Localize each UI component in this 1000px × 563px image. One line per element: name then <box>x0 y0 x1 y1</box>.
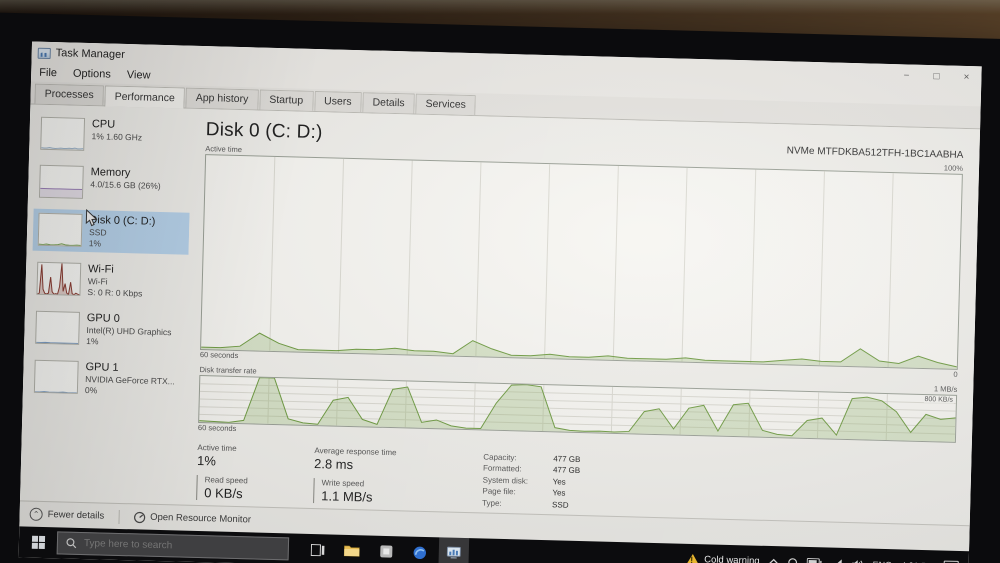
search-icon <box>66 538 77 549</box>
task-manager-window: Task Manager − □ × File Options View Pro… <box>19 41 982 552</box>
sidebar-item-sub: 1% 1.60 GHz <box>91 131 143 143</box>
laptop-screen: Task Manager − □ × File Options View Pro… <box>18 41 982 563</box>
sidebar-item-gpu0[interactable]: GPU 0 Intel(R) UHD Graphics 1% <box>30 307 187 353</box>
active-time-x-left: 60 seconds <box>199 350 239 361</box>
sidebar-item-disk0[interactable]: Disk 0 (C: D:) SSD 1% <box>32 208 190 255</box>
search-input[interactable] <box>83 538 255 554</box>
wifi-thumbnail-chart <box>36 261 82 296</box>
app-button-gray[interactable] <box>370 536 401 563</box>
active-time-chart-label: Active time <box>205 144 243 155</box>
sidebar-item-sub: Intel(R) UHD Graphics <box>86 325 172 338</box>
tab-startup[interactable]: Startup <box>259 89 314 111</box>
disk-detail-panel: Disk 0 (C: D:) NVMe MTFDKBA512TFH-1BC1AA… <box>182 109 980 525</box>
blue-app-icon <box>413 546 427 559</box>
disk-thumbnail-chart <box>37 212 83 247</box>
tab-performance[interactable]: Performance <box>104 85 186 109</box>
windows-logo-icon <box>31 535 45 550</box>
resource-monitor-icon <box>133 511 145 523</box>
network-wifi-icon[interactable] <box>830 558 842 563</box>
task-view-button[interactable] <box>302 534 333 563</box>
sidebar-item-wifi[interactable]: Wi-Fi Wi-Fi S: 0 R: 0 Kbps <box>31 258 188 304</box>
open-resource-monitor-link[interactable]: Open Resource Monitor <box>133 511 251 526</box>
disk-transfer-rate-chart[interactable]: 800 KB/s <box>198 375 958 443</box>
tab-services[interactable]: Services <box>415 93 477 116</box>
window-title: Task Manager <box>55 47 125 61</box>
task-view-icon <box>310 543 325 556</box>
page-title: Disk 0 (C: D:) <box>205 119 323 144</box>
task-manager-icon <box>446 546 461 559</box>
tab-app-history[interactable]: App history <box>185 87 259 110</box>
tab-users[interactable]: Users <box>313 90 362 113</box>
transfer-rate-x-left: 60 seconds <box>197 423 237 434</box>
sidebar-item-memory[interactable]: Memory 4.0/15.6 GB (26%) <box>34 161 191 206</box>
memory-thumbnail-chart <box>38 164 84 199</box>
cpu-thumbnail-chart <box>40 116 86 151</box>
stat-write-speed: Write speed 1.1 MB/s <box>313 478 449 507</box>
stat-average-response-time: Average response time 2.8 ms <box>313 446 397 473</box>
tab-details[interactable]: Details <box>362 92 415 114</box>
sidebar-item-sub: 4.0/15.6 GB (26%) <box>90 179 161 191</box>
tray-circle-icon[interactable] <box>788 557 798 563</box>
fewer-details-button[interactable]: ⌃ Fewer details <box>29 507 105 523</box>
task-manager-taskbar-button[interactable] <box>438 537 470 563</box>
sidebar-item-sub: 1% <box>88 237 102 248</box>
laptop-bezel: Task Manager − □ × File Options View Pro… <box>0 12 1000 563</box>
mouse-cursor <box>85 208 98 227</box>
minimize-button[interactable]: − <box>903 69 910 81</box>
battery-icon[interactable] <box>806 558 822 563</box>
file-explorer-icon <box>343 545 360 557</box>
notification-cold-warning[interactable]: Cold warning <box>685 553 760 563</box>
transfer-rate-scale-max: 1 MB/s <box>933 384 958 394</box>
sidebar-item-title: CPU <box>91 118 116 131</box>
sidebar-item-sub: S: 0 R: 0 Kbps <box>87 286 143 298</box>
windows-taskbar: Cold warning <box>18 526 970 563</box>
transfer-rate-scale-inner: 800 KB/s <box>923 395 955 404</box>
footer-divider <box>117 509 120 524</box>
task-manager-app-icon <box>37 47 51 59</box>
tray-chevron-up-icon[interactable] <box>769 558 779 563</box>
stat-read-speed: Read speed 0 KB/s <box>196 474 302 503</box>
warning-triangle-icon <box>685 553 700 563</box>
tab-processes[interactable]: Processes <box>34 83 104 106</box>
stat-active-time: Active time 1% <box>196 442 237 469</box>
sidebar-item-cpu[interactable]: CPU 1% 1.60 GHz <box>35 113 192 158</box>
chevron-up-icon: ⌃ <box>29 507 43 521</box>
active-time-chart[interactable] <box>200 154 963 370</box>
gpu0-thumbnail-chart <box>35 310 80 345</box>
taskbar-search[interactable] <box>56 531 290 561</box>
start-button[interactable] <box>19 526 58 558</box>
performance-sidebar: CPU 1% 1.60 GHz Memory 4.0/15.6 GB (26%) <box>20 105 192 505</box>
gpu1-thumbnail-chart <box>33 359 79 394</box>
active-time-scale-max: 100% <box>943 163 964 173</box>
window-footer: ⌃ Fewer details Open Resource Monitor <box>19 500 970 552</box>
app-button-blue[interactable] <box>404 536 435 563</box>
active-time-x-right: 0 <box>953 369 958 379</box>
speaker-icon[interactable] <box>851 559 863 563</box>
menu-file[interactable]: File <box>39 66 58 80</box>
sidebar-item-gpu1[interactable]: GPU 1 NVIDIA GeForce RTX... 0% <box>29 356 186 402</box>
gray-app-icon <box>379 545 392 558</box>
menu-options[interactable]: Options <box>72 67 112 81</box>
menu-view[interactable]: View <box>126 69 151 82</box>
file-explorer-button[interactable] <box>336 535 367 563</box>
language-indicator[interactable]: ENG <box>872 559 892 563</box>
sidebar-item-sub: Wi-Fi <box>87 276 108 287</box>
maximize-button[interactable]: □ <box>933 70 940 82</box>
transfer-rate-chart-label: Disk transfer rate <box>199 365 257 376</box>
close-button[interactable]: × <box>963 71 970 83</box>
disk-properties: Capacity: 477 GB Formatted: 477 GB Syste… <box>482 452 581 510</box>
